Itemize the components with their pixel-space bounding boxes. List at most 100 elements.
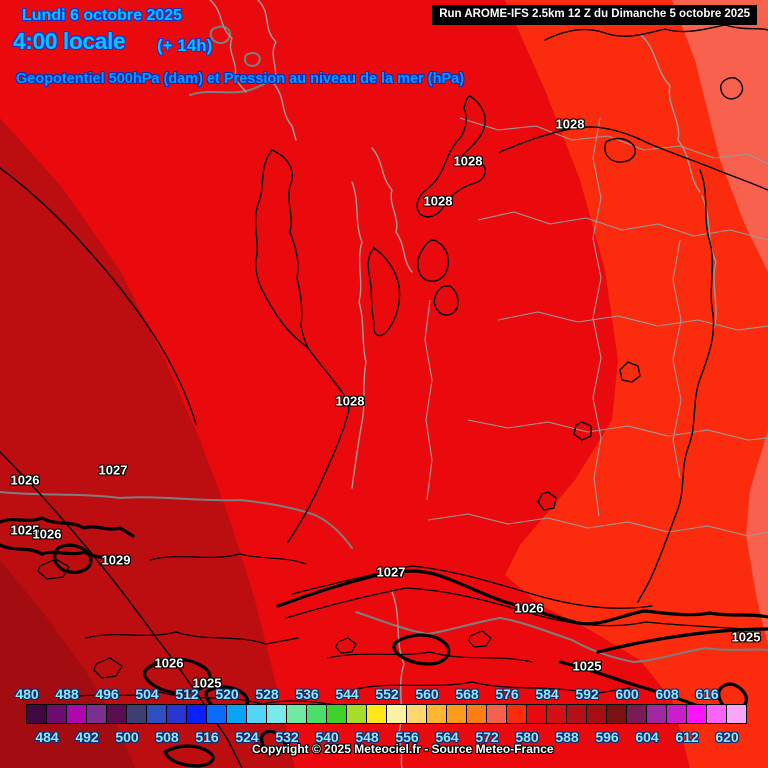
pressure-label: 1025 bbox=[572, 658, 602, 674]
scale-swatch bbox=[126, 705, 146, 723]
terrain-noise bbox=[351, 681, 631, 695]
map-subtitle: Geopotentiel 500hPa (dam) et Pression au… bbox=[16, 71, 465, 87]
river-top-1 bbox=[257, 0, 297, 141]
coastline-atlantic bbox=[0, 491, 353, 549]
scale-label: 592 bbox=[575, 686, 599, 702]
scale-label: 608 bbox=[655, 686, 679, 702]
scale-label: 504 bbox=[135, 686, 159, 702]
thick-contour-pyrenees-west bbox=[0, 543, 128, 564]
scale-swatch bbox=[706, 705, 726, 723]
scale-swatch bbox=[586, 705, 606, 723]
thick-contour-pyrenees-west bbox=[0, 516, 135, 538]
scale-label: 572 bbox=[475, 729, 499, 745]
pressure-label: 1028 bbox=[423, 193, 453, 209]
scale-swatch bbox=[86, 705, 106, 723]
scale-label: 492 bbox=[75, 729, 99, 745]
isobar-contour-blob bbox=[573, 421, 592, 441]
pressure-label: 1026 bbox=[514, 600, 544, 616]
scale-swatch bbox=[486, 705, 506, 723]
thick-contour-blob bbox=[260, 729, 287, 755]
scale-label: 584 bbox=[535, 686, 559, 702]
scale-swatch bbox=[506, 705, 526, 723]
isobar-contour-east bbox=[637, 169, 715, 603]
scale-swatch bbox=[266, 705, 286, 723]
scale-label: 508 bbox=[155, 729, 179, 745]
scale-label: 500 bbox=[115, 729, 139, 745]
scale-label: 512 bbox=[175, 686, 199, 702]
thick-contour-blob bbox=[163, 744, 215, 768]
isobar-contour bbox=[0, 451, 243, 768]
scale-label: 480 bbox=[15, 686, 39, 702]
terrain-noise bbox=[93, 657, 123, 679]
color-scale-bar bbox=[26, 704, 747, 724]
thick-contour-south bbox=[276, 569, 768, 626]
isobar-contour-blob bbox=[604, 137, 636, 163]
model-run-box: Run AROME-IFS 2.5km 12 Z du Dimanche 5 o… bbox=[432, 5, 757, 25]
scale-swatch bbox=[466, 705, 486, 723]
scale-swatch bbox=[206, 705, 226, 723]
scale-swatch bbox=[606, 705, 626, 723]
pressure-label: 1026 bbox=[10, 472, 40, 488]
isobar-contour-blob bbox=[537, 491, 557, 511]
scale-label: 544 bbox=[335, 686, 359, 702]
dept-border bbox=[427, 513, 768, 537]
dept-border bbox=[424, 299, 433, 501]
scale-label: 612 bbox=[675, 729, 699, 745]
thick-contour-southeast bbox=[558, 660, 724, 714]
scale-swatch bbox=[426, 705, 446, 723]
band-salmon-sliver bbox=[746, 430, 768, 645]
river-top-2 bbox=[209, 0, 247, 93]
scale-label: 528 bbox=[255, 686, 279, 702]
scale-label: 556 bbox=[395, 729, 419, 745]
river-center bbox=[371, 147, 413, 273]
scale-label: 568 bbox=[455, 686, 479, 702]
date-label: Lundi 6 octobre 2025 bbox=[22, 7, 183, 24]
scale-label: 484 bbox=[35, 729, 59, 745]
scale-label: 600 bbox=[615, 686, 639, 702]
scale-swatch bbox=[526, 705, 546, 723]
pressure-label: 1025 bbox=[731, 629, 761, 645]
scale-swatch bbox=[346, 705, 366, 723]
dept-border bbox=[459, 117, 768, 165]
pressure-label: 1028 bbox=[335, 393, 365, 409]
river-garonne bbox=[351, 181, 367, 489]
scale-swatch bbox=[246, 705, 266, 723]
scale-swatch bbox=[106, 705, 126, 723]
terrain-noise bbox=[85, 631, 299, 645]
scale-label: 496 bbox=[95, 686, 119, 702]
scale-label: 516 bbox=[195, 729, 219, 745]
scale-swatch bbox=[146, 705, 166, 723]
scale-label: 580 bbox=[515, 729, 539, 745]
scale-swatch bbox=[366, 705, 386, 723]
scale-swatch bbox=[646, 705, 666, 723]
thick-contour-blob bbox=[392, 633, 451, 666]
band-dark-red bbox=[0, 118, 295, 768]
dept-border bbox=[592, 117, 602, 517]
dept-border bbox=[467, 419, 768, 441]
river-rhone-lower bbox=[701, 195, 717, 329]
copyright-notice: Copyright © 2025 Meteociel.fr - Source M… bbox=[252, 742, 554, 756]
scale-label: 596 bbox=[595, 729, 619, 745]
scale-swatch bbox=[626, 705, 646, 723]
band-salmon-corner bbox=[672, 0, 768, 272]
scale-swatch bbox=[306, 705, 326, 723]
terrain-noise bbox=[285, 587, 767, 631]
forecast-offset-label: (+ 14h) bbox=[157, 36, 213, 55]
pressure-label: 1027 bbox=[98, 462, 128, 478]
scale-label: 616 bbox=[695, 686, 719, 702]
dept-border bbox=[497, 311, 768, 331]
isobar-contour-1028-north bbox=[499, 126, 768, 191]
terrain-noise bbox=[327, 651, 533, 663]
scale-swatch bbox=[566, 705, 586, 723]
river-south bbox=[391, 591, 405, 768]
scale-label: 524 bbox=[235, 729, 259, 745]
scale-swatch bbox=[186, 705, 206, 723]
scale-swatch bbox=[666, 705, 686, 723]
scale-swatch bbox=[446, 705, 466, 723]
thick-contour-blob bbox=[53, 543, 93, 574]
isobar-contour-top-cluster bbox=[416, 95, 486, 218]
terrain-noise bbox=[468, 630, 492, 648]
scale-label: 560 bbox=[415, 686, 439, 702]
